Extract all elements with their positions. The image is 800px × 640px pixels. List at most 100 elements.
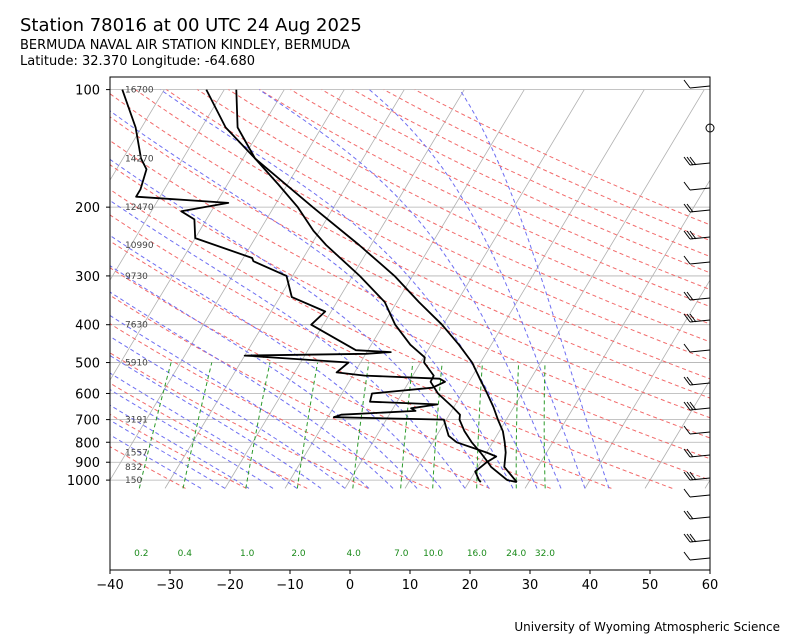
barb-flag [683,343,691,353]
mixing-ratio-line [182,362,213,489]
mixing-ratio-label: 2.0 [291,549,306,559]
mixing-ratio-label: 10.0 [423,549,443,559]
barb-flag [683,376,691,386]
x-tick-label: −30 [156,578,183,593]
barb-shaft [689,85,711,89]
x-tick-label: −20 [216,578,243,593]
moist-adiabat [110,354,322,489]
barb-flag [686,203,694,213]
mixing-ratio-label: 24.0 [506,549,526,559]
barb-flag [683,488,691,498]
height-label: 5910 [125,359,148,369]
moist-adiabat [110,199,466,489]
moist-adiabat [110,110,514,489]
barb-flag [689,230,697,240]
moist-adiabat [110,372,298,489]
barb-flag [683,156,691,166]
height-label: 14270 [125,154,154,164]
moist-adiabat [110,265,418,489]
y-tick-label: 400 [75,319,100,334]
isotherm-line [110,89,345,481]
moist-adiabat [110,314,370,489]
x-tick-label: 0 [346,578,354,593]
x-tick-label: 50 [642,578,659,593]
mixing-ratio-line [476,362,483,489]
isotherm-line [224,89,465,489]
dry-adiabat [166,89,710,361]
moist-adiabat [110,291,394,489]
wind-barb [683,255,711,265]
moist-adiabat [110,234,442,489]
barb-flag [689,156,697,166]
isotherm-line [584,279,710,489]
y-tick-label: 200 [75,201,100,216]
barb-flag [686,313,694,323]
wind-barb [683,510,711,520]
moist-adiabat [110,419,226,489]
dry-adiabat [352,89,710,258]
barb-flag [683,401,691,411]
isotherm-line [344,89,585,489]
moist-adiabat [110,158,490,489]
isotherm-line [704,479,710,489]
barb-flag [683,203,691,213]
y-tick-label: 900 [75,456,100,471]
isotherm-line [464,89,705,489]
isotherm-line [110,89,285,381]
isotherm-line [0,90,44,489]
barb-flag [686,471,694,481]
barb-flag [683,181,691,191]
parcel-path-line [235,89,518,483]
x-tick-label: −10 [276,578,303,593]
dry-adiabat [110,267,551,489]
barb-flag [683,79,691,89]
wind-barb [683,376,711,386]
barb-flag [683,313,691,323]
dry-adiabat [110,294,490,489]
moist-adiabat [160,89,538,489]
dry-adiabat [110,116,710,419]
mixing-ratio-label: 16.0 [467,549,487,559]
height-label: 10990 [125,241,154,251]
barb-flag [686,401,694,411]
wind-barb [683,471,711,481]
station-name: BERMUDA NAVAL AIR STATION KINDLEY, BERMU… [20,38,350,53]
dry-adiabat [110,139,710,439]
barb-shaft [689,261,711,265]
barb-flag [689,313,697,323]
y-tick-label: 600 [75,387,100,402]
moist-adiabat [110,335,346,489]
dry-adiabat [110,323,430,489]
x-tick-label: 40 [582,578,599,593]
plot-frame [109,76,711,571]
wind-barb [683,181,711,191]
height-label: 3191 [125,416,148,426]
wind-barb [705,123,715,133]
moist-adiabat [258,89,562,489]
barb-flag [689,471,697,481]
dry-adiabat [110,93,710,399]
barb-flag [686,230,694,240]
wind-barb [683,425,711,435]
wind-barb [683,203,711,213]
station-coords: Latitude: 32.370 Longitude: -64.680 [20,54,255,69]
barb-flag [683,533,691,543]
dry-adiabat [414,89,710,226]
x-tick-label: 10 [402,578,419,593]
barb-flag [686,376,694,386]
mixing-ratio-label: 32.0 [535,549,555,559]
barb-flag [683,448,691,458]
dry-adiabat [228,89,710,325]
y-tick-label: 100 [75,84,100,99]
dry-adiabat [110,352,369,489]
height-label: 9730 [125,272,148,282]
x-tick-label: 60 [702,578,719,593]
moist-adiabat [110,404,250,489]
wind-barb [683,343,711,353]
height-label: 150 [125,476,142,486]
dry-adiabat [110,413,247,489]
x-tick-label: 20 [462,578,479,593]
x-tick-label: 30 [522,578,539,593]
